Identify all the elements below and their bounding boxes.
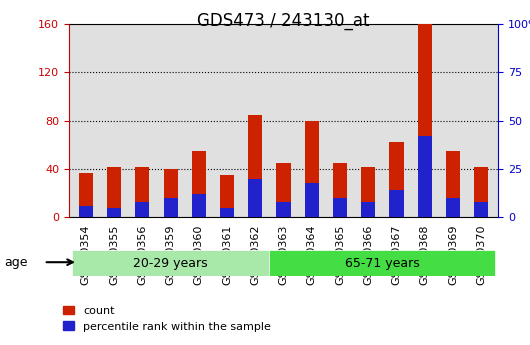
Bar [79, 172, 93, 217]
Legend: count, percentile rank within the sample: count, percentile rank within the sample [58, 301, 275, 336]
Bar [248, 179, 262, 217]
Bar [418, 24, 432, 217]
Bar [418, 136, 432, 217]
Bar [135, 167, 149, 217]
Bar [192, 194, 206, 217]
Bar [446, 198, 460, 217]
Bar [72, 250, 269, 276]
Bar [135, 202, 149, 217]
Bar [361, 202, 375, 217]
Bar [333, 163, 347, 217]
Bar [220, 208, 234, 217]
Bar [107, 167, 121, 217]
Bar [333, 198, 347, 217]
Bar [474, 167, 488, 217]
Bar [248, 115, 262, 217]
Text: 20-29 years: 20-29 years [133, 257, 208, 269]
Bar [390, 190, 403, 217]
Bar [361, 167, 375, 217]
Bar [277, 163, 290, 217]
Bar [107, 208, 121, 217]
Text: age: age [4, 256, 28, 269]
Bar [277, 202, 290, 217]
Text: 65-71 years: 65-71 years [345, 257, 420, 269]
Bar [474, 202, 488, 217]
Bar [305, 121, 319, 217]
Bar [305, 183, 319, 217]
Bar [390, 142, 403, 217]
Bar [192, 151, 206, 217]
Bar [164, 198, 178, 217]
Text: GDS473 / 243130_at: GDS473 / 243130_at [197, 12, 370, 30]
Bar [269, 250, 496, 276]
Bar [446, 151, 460, 217]
Bar [79, 206, 93, 217]
Bar [164, 169, 178, 217]
Bar [220, 175, 234, 217]
